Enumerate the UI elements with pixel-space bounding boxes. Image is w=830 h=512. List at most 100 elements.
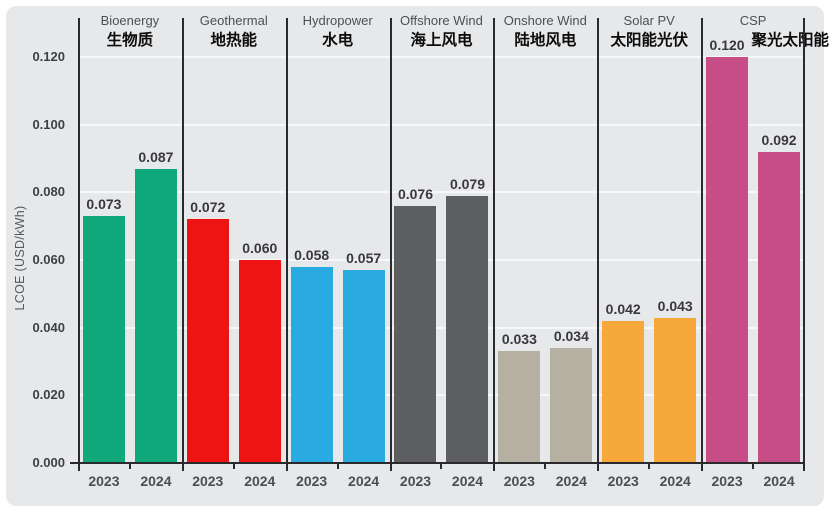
y-tick-label: 0.020 (32, 387, 65, 403)
y-tick-label: 0.100 (32, 116, 65, 132)
bar-bioenergy-2023 (82, 216, 125, 463)
category-group-hydropower: Hydropower 水电 0.058 2023 0.057 2024 (286, 13, 390, 489)
x-tick-label: 2023 (296, 473, 328, 489)
x-tick-label: 2023 (503, 473, 535, 489)
category-group-bioenergy: Bioenergy 生物质 0.073 2023 0.087 2024 (78, 13, 182, 489)
y-tick-label: 0.080 (32, 184, 65, 200)
category-header: Offshore Wind 海上风电 (390, 12, 494, 52)
x-tick-label: 2023 (399, 473, 432, 489)
bar-value-label: 0.042 (605, 300, 641, 317)
bar-solar-pv-2024 (654, 317, 697, 463)
x-tick-label: 2024 (451, 473, 484, 489)
category-group-solar-pv: Solar PV 太阳能光伏 0.042 2023 0.043 2024 (597, 13, 701, 489)
x-axis-tick (544, 463, 547, 469)
x-tick-label: 2024 (763, 473, 795, 489)
category-header: CSP 聚光太阳能 (701, 12, 829, 52)
x-tick-label: 2024 (140, 473, 172, 489)
bar-hydropower-2024 (342, 270, 385, 463)
bar-value-label: 0.076 (397, 185, 434, 202)
category-name-zh: 陆地风电 (514, 32, 577, 49)
category-header: Bioenergy 生物质 (78, 12, 182, 52)
bar-onshore-wind-2024 (550, 347, 593, 463)
bar-value-label: 0.079 (449, 175, 486, 192)
category-separator (181, 18, 184, 471)
category-name-en: Hydropower (302, 13, 373, 28)
category-header: Solar PV 太阳能光伏 (597, 12, 701, 52)
plot-area: Bioenergy 生物质 0.073 2023 0.087 2024 Geothermal… (70, 13, 829, 489)
category-header: Hydropower 水电 (286, 12, 390, 52)
x-axis-tick (648, 463, 651, 469)
gridline (78, 123, 805, 126)
bar-csp-2024 (758, 151, 801, 463)
category-separator (493, 18, 496, 471)
x-axis-tick (232, 463, 235, 469)
bar-csp-2023 (706, 57, 749, 463)
category-group-onshore-wind: Onshore Wind 陆地风电 0.033 2023 0.034 2024 (493, 13, 597, 489)
category-name-en: Bioenergy (100, 13, 160, 28)
category-separator (597, 18, 600, 471)
category-header: Geothermal 地热能 (182, 12, 286, 52)
category-name-en: Geothermal (199, 13, 268, 28)
category-name-zh: 水电 (322, 32, 354, 49)
x-tick-label: 2024 (659, 473, 691, 489)
gridline (78, 326, 805, 329)
category-name-zh: 地热能 (210, 32, 258, 49)
y-tick-label: 0.040 (32, 319, 65, 335)
bar-value-label: 0.058 (294, 246, 330, 263)
bar-geothermal-2023 (186, 219, 229, 463)
bar-value-label: 0.043 (657, 297, 693, 314)
x-axis-tick (440, 463, 443, 469)
x-tick-label: 2024 (555, 473, 587, 489)
bar-hydropower-2023 (290, 266, 333, 463)
y-tick-label: 0.060 (32, 252, 65, 267)
bar-value-label: 0.033 (501, 331, 537, 348)
category-name-zh: 生物质 (106, 32, 154, 49)
category-separator (803, 18, 805, 471)
bar-value-label: 0.120 (709, 37, 745, 53)
bar-offshore-wind-2023 (394, 205, 437, 463)
category-name-en: Solar PV (623, 13, 675, 28)
category-group-csp: CSP 聚光太阳能 0.120 2023 0.092 2024 (701, 13, 829, 489)
category-name-en: Offshore Wind (400, 13, 483, 28)
bar-value-label: 0.087 (138, 148, 174, 165)
y-tick-label: 0.120 (32, 49, 65, 64)
category-group-offshore-wind: Offshore Wind 海上风电 0.076 2023 0.079 2024 (390, 13, 494, 489)
bar-onshore-wind-2023 (498, 351, 541, 463)
x-axis-tick (336, 463, 339, 469)
category-name-zh: 海上风电 (410, 32, 473, 49)
category-name-en: Onshore Wind (503, 13, 587, 28)
bar-geothermal-2024 (238, 260, 281, 463)
category-group-geothermal: Geothermal 地热能 0.072 2023 0.060 2024 (182, 13, 286, 489)
bar-value-label: 0.092 (761, 131, 797, 148)
x-axis-line (70, 462, 805, 464)
bar-value-label: 0.072 (190, 199, 226, 216)
x-tick-label: 2023 (192, 473, 224, 489)
gridline (78, 394, 805, 397)
x-axis-tick (752, 463, 755, 469)
bar-bioenergy-2024 (134, 168, 177, 463)
category-name-en: CSP (739, 13, 767, 28)
y-axis-tick-labels: 0.000 0.020 0.040 0.060 0.080 0.100 0.120 (6, 18, 72, 470)
x-tick-label: 2023 (607, 473, 639, 489)
category-name-zh: 太阳能光伏 (610, 32, 688, 49)
gridline (78, 56, 805, 58)
x-axis-tick (128, 463, 131, 469)
gridline (78, 191, 805, 194)
gridline (78, 259, 805, 261)
y-axis-line (78, 18, 80, 471)
bar-offshore-wind-2024 (446, 195, 489, 463)
category-separator (701, 18, 704, 471)
x-tick-label: 2023 (88, 473, 120, 489)
bar-solar-pv-2023 (602, 320, 645, 463)
bar-value-label: 0.073 (86, 196, 122, 213)
bar-value-label: 0.060 (242, 240, 278, 256)
category-separator (285, 18, 288, 471)
bar-value-label: 0.057 (346, 250, 382, 267)
y-tick-label: 0.000 (32, 455, 65, 470)
category-name-zh: 聚光太阳能 (751, 32, 829, 49)
x-tick-label: 2024 (244, 473, 276, 489)
x-tick-label: 2023 (711, 473, 743, 489)
bar-value-label: 0.034 (553, 327, 589, 344)
lcoe-bar-chart-panel: LCOE (USD/kWh) 0.000 0.020 0.040 0.060 0.080… (6, 6, 829, 506)
